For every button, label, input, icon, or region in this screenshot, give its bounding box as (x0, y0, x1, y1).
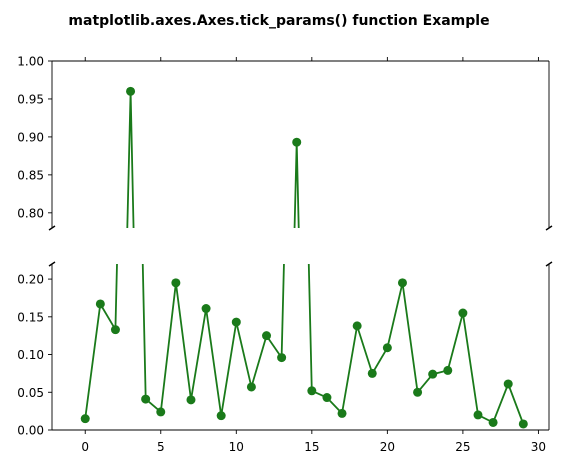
data-point (382, 343, 392, 353)
data-point (488, 417, 498, 427)
y-tick-label: 0.10 (17, 348, 44, 362)
data-point (413, 387, 423, 397)
y-tick-label: 0.15 (17, 310, 44, 324)
y-tick-label: 0.20 (17, 273, 44, 287)
data-point (397, 278, 407, 288)
data-point (428, 369, 438, 379)
data-point (80, 414, 90, 424)
data-point (352, 321, 362, 331)
y-tick-label: 0.00 (17, 424, 44, 438)
data-point (367, 368, 377, 378)
x-tick-label: 5 (157, 440, 165, 454)
x-tick-label: 25 (455, 440, 470, 454)
data-point (201, 304, 211, 314)
series-line-top-panel (126, 90, 300, 228)
data-point (246, 382, 256, 392)
bottom-panel: 0.20 0.15 0.10 0.05 0.00 0 5 10 15 20 25 30 (17, 261, 553, 454)
data-point (231, 317, 241, 327)
data-point (262, 331, 272, 341)
data-point (473, 410, 483, 420)
data-point (458, 308, 468, 318)
data-point (110, 325, 120, 335)
data-point (277, 353, 287, 363)
data-point (95, 299, 105, 309)
y-tick-label: 0.90 (17, 130, 44, 144)
axis-break-mark (545, 261, 553, 267)
data-point (141, 394, 151, 404)
x-tick-label: 30 (531, 440, 546, 454)
x-tick-label: 10 (229, 440, 244, 454)
data-point (307, 386, 317, 396)
data-point (126, 86, 136, 96)
data-point (337, 408, 347, 418)
data-point (156, 407, 166, 417)
data-point (503, 379, 513, 389)
data-point (443, 365, 453, 375)
x-tick-label: 15 (304, 440, 319, 454)
y-tick-label: 0.95 (17, 92, 44, 106)
data-point (186, 395, 196, 405)
axis-break-mark (545, 225, 553, 231)
data-point (171, 278, 181, 288)
series-line-bottom-panel (84, 264, 525, 425)
y-tick-label: 0.85 (17, 168, 44, 182)
data-point (322, 393, 332, 403)
y-tick-label: 1.00 (17, 55, 44, 69)
y-tick-label: 0.80 (17, 206, 44, 220)
axis-break-mark (48, 225, 56, 231)
data-point (216, 411, 226, 421)
x-tick-label: 20 (380, 440, 395, 454)
top-panel: 1.00 0.95 0.90 0.85 0.80 (17, 55, 553, 231)
data-point (518, 419, 528, 429)
data-point (292, 137, 302, 147)
y-tick-label: 0.05 (17, 386, 44, 400)
chart-title: matplotlib.axes.Axes.tick_params() funct… (68, 13, 489, 29)
axis-break-mark (48, 261, 56, 267)
x-tick-label: 0 (81, 440, 89, 454)
